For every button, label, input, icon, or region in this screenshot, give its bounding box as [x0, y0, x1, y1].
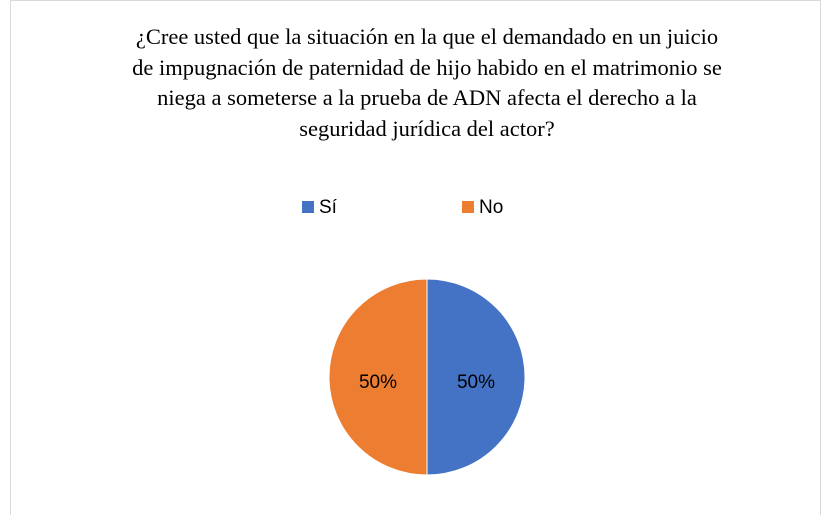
- pie-slice: [328, 278, 428, 476]
- data-label: 50%: [457, 372, 495, 393]
- legend-label: Sí: [319, 197, 338, 218]
- chart-title: ¿Cree usted que la situación en la que e…: [132, 24, 722, 141]
- legend-label: No: [479, 197, 503, 218]
- data-label: 50%: [359, 372, 397, 393]
- legend-swatch: [302, 201, 314, 213]
- legend-swatch: [462, 201, 474, 213]
- pie-slice: [426, 278, 526, 476]
